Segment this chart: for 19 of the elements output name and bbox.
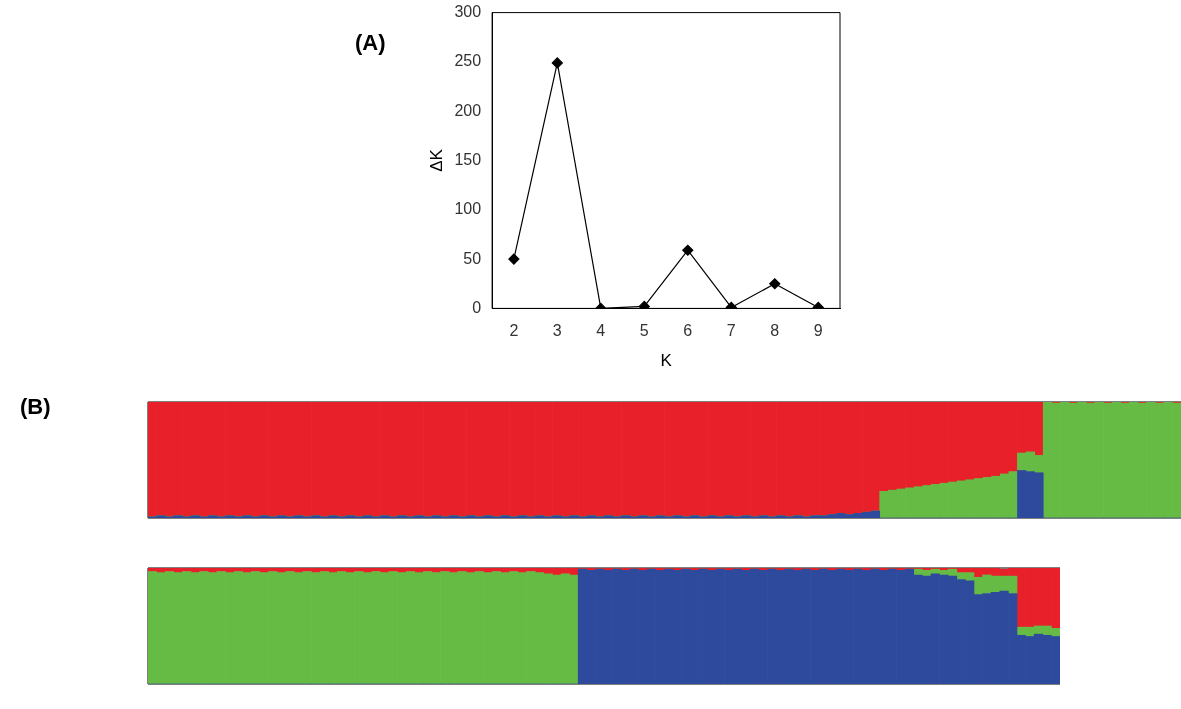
x-tick-label: 3 xyxy=(552,322,562,340)
x-tick-label: 4 xyxy=(596,322,606,340)
y-tick-label: 250 xyxy=(454,52,482,70)
text: (A) xyxy=(355,30,386,56)
y-tick-label: 200 xyxy=(454,101,482,119)
x-axis-title: K xyxy=(660,351,673,371)
y-tick-label: 0 xyxy=(472,298,482,316)
x-tick-label: 8 xyxy=(770,322,780,340)
chart-title: (B) xyxy=(20,394,51,420)
x-tick-label: 9 xyxy=(813,322,823,340)
y-tick-label: 300 xyxy=(454,3,482,21)
x-tick-label: 5 xyxy=(639,322,649,340)
x-tick-label: 2 xyxy=(509,322,519,340)
y-tick-label: 100 xyxy=(454,200,482,218)
x-tick-label: 7 xyxy=(726,322,736,340)
x-tick-label: 6 xyxy=(683,322,693,340)
y-tick-label: 150 xyxy=(454,150,482,168)
y-axis-title: ΔK xyxy=(426,148,446,172)
y-tick-label: 50 xyxy=(463,249,482,267)
